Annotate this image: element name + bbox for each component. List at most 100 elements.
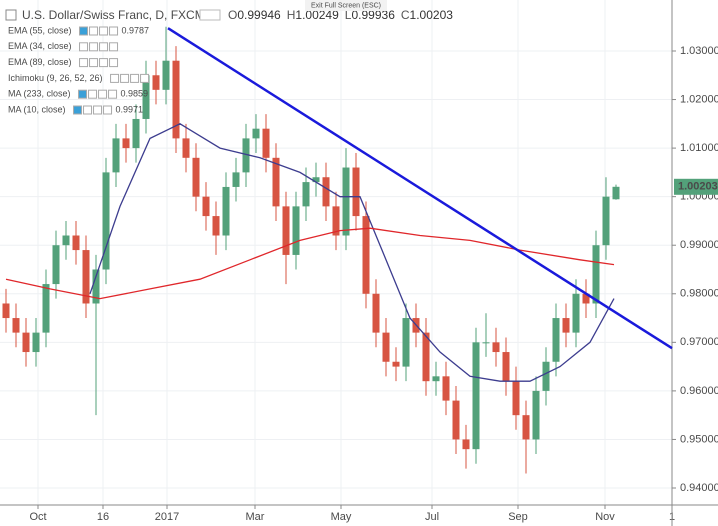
legend-icon[interactable] [110, 73, 120, 83]
legend-icon[interactable] [109, 58, 119, 68]
legend-icon[interactable] [99, 42, 109, 52]
indicator-line [5, 227, 615, 300]
ohlc-values: O0.99946 H1.00249 L0.99936 C1.00203 [228, 8, 453, 22]
indicator-line [89, 123, 615, 382]
candle-body [72, 235, 80, 251]
legend-icon[interactable] [98, 89, 108, 99]
candle-body [52, 245, 60, 285]
candle-body [212, 216, 220, 236]
legend-label: Ichimoku (9, 26, 52, 26) [8, 73, 103, 83]
candle-body [502, 352, 510, 382]
legend-icon[interactable] [88, 89, 98, 99]
candle-body [162, 60, 170, 90]
legend-icon[interactable] [99, 58, 109, 68]
ohlc-letter: L [345, 8, 352, 22]
candle-body [102, 172, 110, 270]
candle-body [242, 138, 250, 173]
y-tick-label: 0.97000 [680, 336, 718, 348]
candle-body [472, 342, 480, 450]
candle-body [182, 138, 190, 158]
legend-icon[interactable] [103, 105, 113, 115]
candle-body [192, 157, 200, 197]
candle-body [572, 293, 580, 333]
legend-icon[interactable] [79, 26, 89, 36]
candle-body [422, 332, 430, 382]
y-tick-label: 1.01000 [680, 142, 718, 154]
candle-body [32, 332, 40, 353]
ohlc-value: 0.99946 [237, 8, 281, 22]
candle-body [312, 177, 320, 183]
legend-icon[interactable] [73, 105, 83, 115]
legend-icon[interactable] [109, 42, 119, 52]
legend-icon[interactable] [109, 26, 119, 36]
candle-body [2, 303, 10, 319]
candle-body [562, 318, 570, 333]
candle-body [462, 439, 470, 450]
legend-icon[interactable] [83, 105, 93, 115]
symbol-icon [5, 9, 17, 21]
candle-body [582, 293, 590, 304]
candle-body [482, 342, 490, 344]
candle-body [12, 318, 20, 333]
candle-body [552, 318, 560, 362]
candle-body [42, 284, 50, 333]
candle-body [112, 138, 120, 173]
ohlc-value: 0.99936 [351, 8, 395, 22]
candle-body [232, 172, 240, 187]
candle-body [522, 415, 530, 440]
legend-icon[interactable] [89, 42, 99, 52]
exit-fullscreen-bg[interactable] [305, 0, 387, 11]
candle-body [402, 318, 410, 367]
candle-body [282, 206, 290, 255]
candle-body [222, 186, 230, 236]
last-price-box [674, 178, 718, 195]
legend-label: MA (10, close) [8, 104, 66, 114]
candle-body [352, 167, 360, 217]
ohlc-value: 1.00249 [295, 8, 339, 22]
legend-icon[interactable] [89, 58, 99, 68]
x-tick-label: 16 [97, 511, 109, 523]
candle-body [372, 293, 380, 333]
candle-body [82, 250, 90, 304]
x-tick-label: Jul [425, 511, 439, 523]
y-tick-label: 0.95000 [680, 433, 718, 445]
y-tick-label: 0.98000 [680, 288, 718, 300]
candle-body [322, 177, 330, 207]
candle-body [342, 167, 350, 236]
legend-icon[interactable] [120, 73, 130, 83]
candle-body [152, 75, 160, 90]
legend-icon[interactable] [130, 73, 140, 83]
ohlc-value: 1.00203 [410, 8, 454, 22]
y-tick-label: 1.02000 [680, 93, 718, 105]
exit-fullscreen[interactable]: Exit Full Screen (ESC) [311, 2, 381, 9]
legend-label: EMA (55, close) [8, 25, 72, 35]
candle-body [142, 75, 150, 119]
legend-icon[interactable] [108, 89, 118, 99]
y-tick-label: 0.99000 [680, 239, 718, 251]
legend-icon[interactable] [89, 26, 99, 36]
legend-icon[interactable] [78, 89, 88, 99]
candle-body [272, 157, 280, 207]
legend-icon[interactable] [93, 105, 103, 115]
legend-icon[interactable] [79, 58, 89, 68]
chart-title: U.S. Dollar/Swiss Franc, D, FXCM [22, 8, 205, 22]
legend-icon[interactable] [99, 26, 109, 36]
candle-body [592, 245, 600, 304]
legend-icon[interactable] [140, 73, 150, 83]
candle-body [512, 381, 520, 416]
candle-body [392, 361, 400, 367]
candle-body [542, 361, 550, 391]
candle-body [432, 376, 440, 382]
y-tick-label: 1.03000 [680, 45, 718, 57]
x-tick-label: Oct [29, 511, 46, 523]
candle-body [302, 182, 310, 207]
candle-body [612, 186, 620, 200]
candle-body [292, 206, 300, 255]
candle-body [62, 235, 70, 246]
x-tick-label: 2017 [155, 511, 179, 523]
legend-label: EMA (34, close) [8, 41, 72, 51]
y-tick-label: 0.94000 [680, 482, 718, 494]
trendline [167, 27, 673, 350]
legend-icon[interactable] [79, 42, 89, 52]
